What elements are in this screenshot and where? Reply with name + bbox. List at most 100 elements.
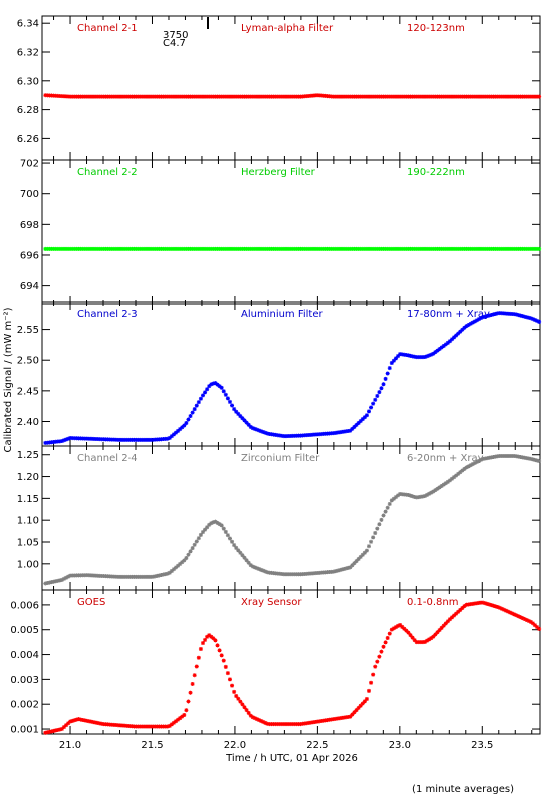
data-point: [325, 570, 330, 575]
data-point: [184, 246, 189, 251]
data-point: [466, 94, 471, 99]
data-point: [261, 568, 266, 573]
y-tick-label: 696: [20, 250, 39, 261]
data-point: [165, 246, 170, 251]
data-point: [122, 574, 127, 579]
data-point: [360, 246, 365, 251]
data-point: [344, 566, 349, 571]
data-point: [169, 94, 174, 99]
data-point: [396, 354, 401, 359]
data-point: [402, 94, 407, 99]
data-point: [203, 527, 208, 532]
data-point: [97, 94, 102, 99]
data-point: [140, 94, 145, 99]
data-point: [447, 478, 452, 483]
data-point: [423, 94, 428, 99]
data-point: [142, 437, 147, 442]
data-point: [429, 352, 434, 357]
data-point: [215, 520, 220, 525]
data-point: [53, 93, 58, 98]
data-point: [250, 564, 255, 569]
data-point: [537, 246, 542, 251]
data-point: [209, 634, 214, 639]
data-point: [468, 246, 473, 251]
data-point: [522, 617, 527, 622]
data-point: [325, 718, 330, 723]
data-point: [283, 246, 288, 251]
data-point: [68, 94, 73, 99]
data-point: [242, 705, 247, 710]
data-point: [476, 458, 481, 463]
data-point: [273, 246, 278, 251]
data-point: [209, 521, 214, 526]
data-point: [427, 637, 432, 642]
data-point: [273, 432, 278, 437]
data-point: [485, 314, 490, 319]
panel-frame: [41, 301, 541, 447]
data-point: [431, 351, 436, 356]
data-point: [344, 246, 349, 251]
data-series: [43, 600, 542, 735]
data-point: [188, 549, 193, 554]
data-point: [259, 429, 264, 434]
data-point: [418, 640, 423, 645]
data-point: [530, 246, 535, 251]
data-point: [265, 246, 270, 251]
data-point: [535, 318, 540, 323]
data-point: [346, 94, 351, 99]
data-point: [174, 719, 179, 724]
data-point: [97, 573, 102, 578]
data-point: [348, 565, 353, 570]
data-point: [215, 643, 220, 648]
data-point: [472, 461, 477, 466]
data-point: [240, 702, 245, 707]
data-point: [122, 437, 127, 442]
data-point: [124, 94, 129, 99]
data-point: [354, 94, 359, 99]
data-point: [441, 94, 446, 99]
data-point: [464, 246, 469, 251]
data-point: [93, 720, 98, 725]
data-point: [120, 246, 125, 251]
data-point: [418, 494, 423, 499]
data-point: [277, 433, 282, 438]
data-point: [223, 392, 228, 397]
y-tick-label: 1.25: [17, 450, 39, 461]
data-point: [59, 726, 64, 731]
data-point: [57, 578, 62, 583]
data-point: [340, 246, 345, 251]
data-point: [192, 94, 197, 99]
data-point: [72, 246, 77, 251]
data-point: [221, 389, 226, 394]
data-point: [138, 437, 143, 442]
data-point: [445, 340, 450, 345]
data-point: [265, 570, 270, 575]
data-point: [144, 246, 149, 251]
data-point: [64, 723, 69, 728]
data-point: [508, 454, 513, 459]
data-point: [261, 94, 266, 99]
data-point: [447, 617, 452, 622]
data-point: [425, 492, 430, 497]
data-point: [431, 246, 436, 251]
data-point: [221, 246, 226, 251]
data-point: [144, 574, 149, 579]
data-point: [107, 94, 112, 99]
data-point: [369, 680, 374, 685]
data-point: [340, 715, 345, 720]
data-point: [113, 246, 118, 251]
data-point: [244, 708, 249, 713]
data-point: [402, 352, 407, 357]
data-point: [433, 350, 438, 355]
panel-label: 17-80nm + Xray: [407, 309, 490, 320]
data-point: [93, 436, 98, 441]
data-point: [91, 94, 96, 99]
data-point: [371, 401, 376, 406]
data-point: [308, 720, 313, 725]
data-point: [518, 313, 523, 318]
data-point: [159, 724, 164, 729]
data-point: [157, 724, 162, 729]
data-point: [86, 94, 91, 99]
data-point: [45, 246, 50, 251]
panel-label: Xray Sensor: [241, 597, 302, 608]
